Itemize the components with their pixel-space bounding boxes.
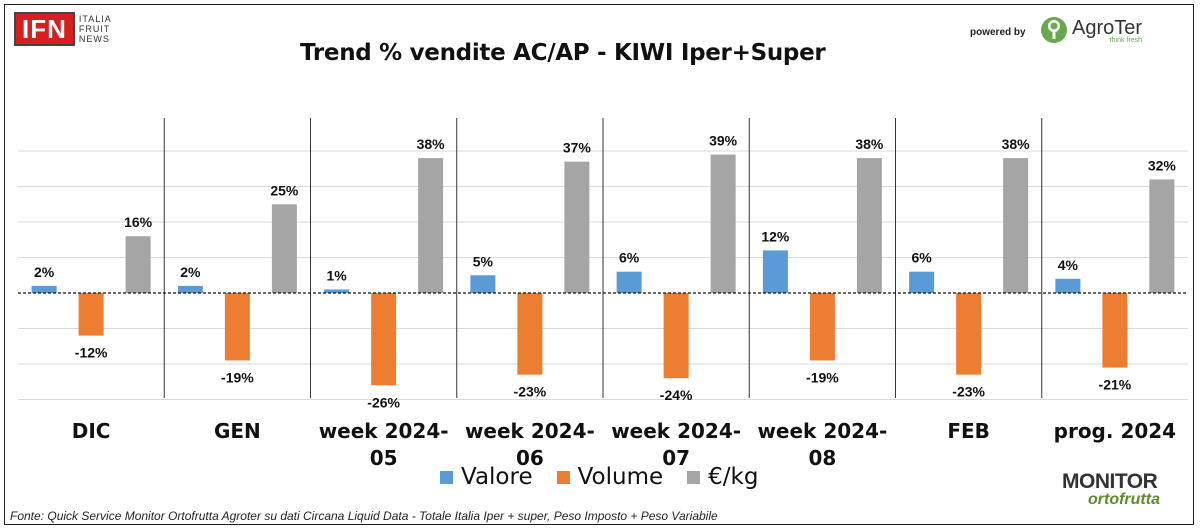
bar-volume: [809, 293, 835, 361]
bar-volume: [224, 293, 250, 361]
ifn-logo-mark: IFN: [14, 12, 75, 46]
data-label: 2%: [34, 264, 55, 280]
data-label: 38%: [1002, 136, 1031, 152]
chart-frame: [4, 4, 1194, 525]
bar-kg: [710, 154, 736, 293]
legend-label-volume: Volume: [577, 464, 664, 490]
data-label: 5%: [473, 253, 494, 269]
data-label: 32%: [1148, 157, 1177, 173]
tree-icon: [1041, 17, 1067, 43]
data-label: 16%: [124, 214, 153, 230]
chart-title: Trend % vendite AC/AP - KIWI Iper+Super: [300, 40, 826, 66]
category-label: FEB: [947, 419, 990, 443]
bar-valore: [470, 275, 496, 293]
monitor-logo-top: MONITOR: [1062, 470, 1158, 493]
category-label: week 2024-: [757, 419, 887, 443]
bar-volume: [78, 293, 104, 336]
bar-valore: [324, 289, 350, 293]
data-label: 39%: [709, 133, 738, 149]
category-label: 06: [516, 446, 544, 470]
bar-kg: [418, 158, 444, 293]
category-label: DIC: [72, 419, 111, 443]
chart-legend: Valore Volume €/kg: [440, 464, 758, 490]
data-label: 38%: [417, 136, 446, 152]
data-label: 25%: [270, 182, 299, 198]
monitor-logo-bottom: ortofrutta: [1088, 491, 1160, 508]
legend-label-eurokg: €/kg: [708, 464, 759, 490]
ifn-logo-line-2: FRUIT: [78, 24, 111, 34]
bar-kg: [271, 204, 297, 293]
agroter-name: AgroTer: [1072, 16, 1143, 39]
data-label: 6%: [912, 250, 933, 266]
powered-by-label: powered by: [970, 27, 1026, 38]
legend-swatch-volume: [556, 470, 570, 484]
data-label: 4%: [1058, 257, 1079, 273]
category-label: prog. 2024: [1054, 419, 1176, 443]
legend-swatch-eurokg: [687, 470, 701, 484]
data-label: -19%: [221, 369, 254, 385]
bar-volume: [956, 293, 982, 375]
data-label: -19%: [806, 369, 839, 385]
data-label: 6%: [619, 250, 640, 266]
category-label: 08: [808, 446, 836, 470]
bar-valore: [762, 250, 788, 293]
bar-volume: [663, 293, 689, 379]
bar-valore: [1055, 278, 1081, 293]
agroter-tagline: think fresh: [1109, 36, 1143, 44]
data-label: -12%: [75, 345, 108, 361]
bar-volume: [1102, 293, 1128, 368]
category-label: week 2024-: [465, 419, 595, 443]
monitor-ortofrutta-logo: MONITOR ortofrutta: [1062, 470, 1188, 508]
bar-valore: [909, 271, 935, 293]
legend-label-valore: Valore: [461, 464, 533, 490]
bar-kg: [856, 158, 882, 293]
bar-kg: [1149, 179, 1175, 293]
data-label: 1%: [327, 267, 348, 283]
category-label: 07: [662, 446, 690, 470]
category-label: week 2024-: [319, 419, 449, 443]
category-label: 05: [370, 446, 398, 470]
category-label: week 2024-: [611, 419, 741, 443]
bar-valore: [31, 285, 57, 293]
bar-kg: [125, 236, 151, 293]
data-label: -24%: [660, 387, 693, 403]
agroter-logo: AgroTer think fresh: [1040, 16, 1142, 44]
bar-valore: [177, 285, 203, 293]
ifn-logo-subtitle: ITALIA FRUIT NEWS: [79, 14, 112, 44]
legend-swatch-valore: [440, 470, 453, 484]
data-label: -23%: [952, 384, 985, 400]
bar-kg: [564, 161, 590, 293]
source-note: Fonte: Quick Service Monitor Ortofrutta …: [10, 509, 718, 523]
bar-volume: [517, 293, 543, 375]
data-label: 38%: [855, 136, 884, 152]
data-label: -26%: [367, 394, 400, 410]
data-label: 2%: [180, 264, 201, 280]
bar-volume: [371, 293, 397, 386]
legend-item-eurokg: €/kg: [687, 464, 758, 490]
ifn-logo-line-1: ITALIA: [78, 14, 112, 24]
ifn-logo: IFN ITALIA FRUIT NEWS: [14, 12, 112, 46]
agroter-wordmark: AgroTer think fresh: [1072, 17, 1142, 44]
data-label: -21%: [1099, 377, 1132, 393]
data-label: 37%: [563, 140, 592, 156]
legend-item-volume: Volume: [556, 464, 664, 490]
data-label: 12%: [761, 228, 790, 244]
bar-kg: [1003, 158, 1029, 293]
category-label: GEN: [214, 419, 261, 443]
legend-item-valore: Valore: [440, 464, 533, 490]
data-label: -23%: [514, 384, 547, 400]
bar-valore: [616, 271, 642, 293]
ifn-logo-line-3: NEWS: [78, 34, 110, 44]
